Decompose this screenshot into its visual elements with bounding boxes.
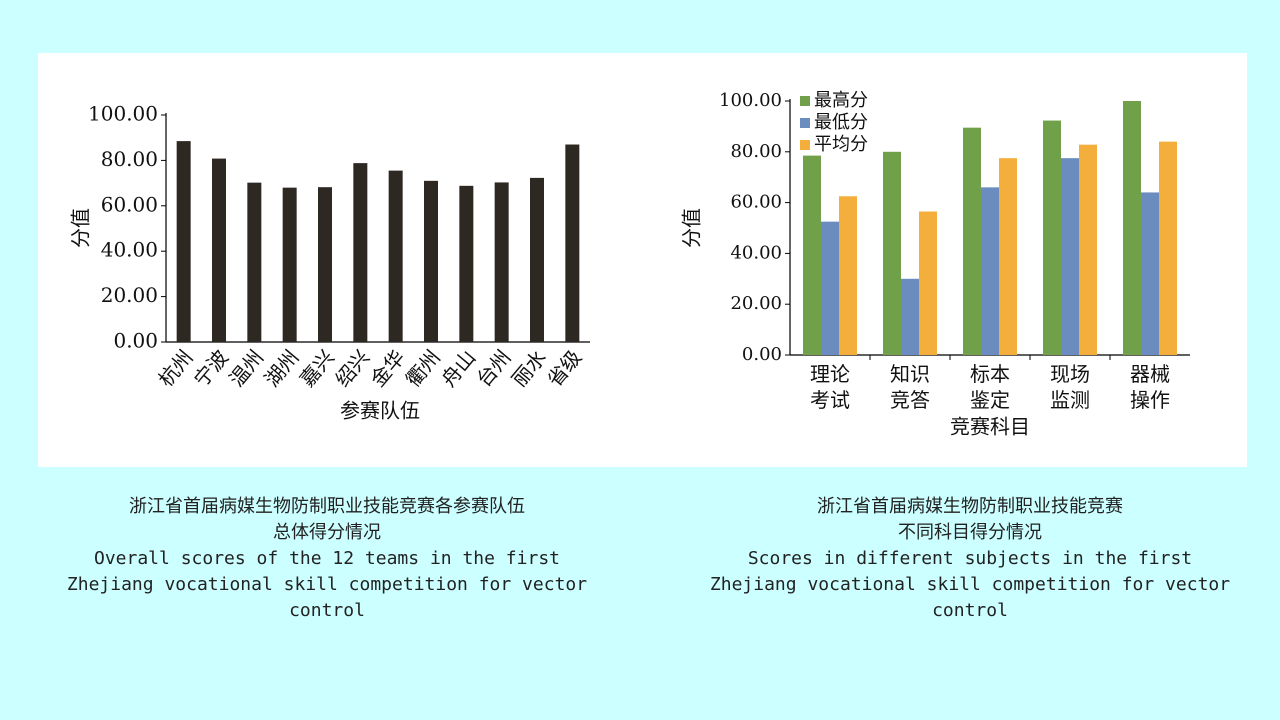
caption-line: 总体得分情况 (273, 522, 381, 543)
bar (424, 180, 438, 342)
caption-line: Scores in different subjects in the firs… (747, 548, 1193, 569)
caption-line: 浙江省首届病媒生物防制职业技能竞赛 (817, 496, 1123, 517)
y-tick-label: 100.00 (719, 90, 782, 111)
x-tick-label: 嘉兴 (295, 345, 339, 391)
x-axis-title: 竞赛科目 (950, 415, 1030, 439)
bar (963, 127, 981, 355)
y-tick-label: 80.00 (101, 147, 158, 171)
legend-label: 平均分 (814, 134, 868, 155)
bar (1043, 120, 1061, 355)
x-tick-label: 现场监测 (1050, 362, 1090, 412)
x-tick-label: 器械操作 (1130, 362, 1170, 412)
bar (388, 170, 403, 342)
legend-label: 最高分 (814, 90, 868, 111)
bar (1061, 158, 1079, 355)
legend-label: 最低分 (814, 112, 868, 133)
caption-line: control (289, 600, 365, 621)
caption: 浙江省首届病媒生物防制职业技能竞赛各参赛队伍 总体得分情况 Overall scor… (27, 494, 627, 624)
x-tick-label: 温州 (224, 345, 268, 391)
bar (565, 144, 580, 342)
bar (318, 187, 332, 342)
bar (494, 182, 509, 342)
x-tick-label: 标本鉴定 (970, 362, 1010, 412)
x-tick-label: 理论考试 (810, 362, 850, 412)
bar (901, 278, 919, 355)
bar (981, 187, 999, 355)
caption-line: Zhejiang vocational skill competition fo… (709, 574, 1231, 595)
caption-line: control (932, 600, 1008, 621)
x-tick-label: 台州 (472, 345, 516, 391)
bar (839, 196, 857, 355)
x-tick-label: 知识竞答 (890, 362, 930, 412)
y-tick-label: 0.00 (113, 329, 158, 353)
y-tick-label: 100.00 (88, 102, 158, 126)
bar (247, 182, 262, 342)
x-tick-label: 湖州 (260, 345, 304, 391)
bar (1159, 141, 1177, 355)
y-tick-label: 60.00 (101, 192, 158, 216)
x-tick-label: 杭州 (154, 345, 198, 391)
y-tick-label: 40.00 (101, 238, 158, 262)
y-tick-label: 80.00 (730, 141, 782, 162)
caption-line: 浙江省首届病媒生物防制职业技能竞赛各参赛队伍 (129, 496, 525, 517)
bar (1123, 101, 1141, 355)
bar (212, 158, 226, 342)
bar (883, 151, 901, 355)
y-tick-label: 20.00 (730, 293, 782, 314)
x-tick-label: 舟山 (436, 345, 480, 391)
caption-line: Zhejiang vocational skill competition fo… (66, 574, 588, 595)
bar (530, 177, 544, 342)
x-tick-label: 省级 (542, 345, 586, 391)
legend-swatch (800, 140, 810, 150)
legend-swatch (800, 118, 810, 128)
bar (821, 221, 839, 355)
bar (1079, 144, 1097, 355)
bar (176, 141, 191, 342)
y-axis-title: 分值 (680, 208, 704, 248)
x-tick-label: 绍兴 (330, 345, 374, 391)
bar (459, 185, 474, 342)
bar (282, 187, 297, 342)
caption-line: 不同科目得分情况 (898, 522, 1042, 543)
x-tick-label: 金华 (366, 345, 410, 391)
x-tick-label: 衢州 (401, 345, 445, 391)
legend-swatch (800, 96, 810, 106)
x-tick-label: 丽水 (507, 345, 551, 391)
caption: 浙江省首届病媒生物防制职业技能竞赛 不同科目得分情况 Scores in diffe… (670, 494, 1270, 624)
y-tick-label: 40.00 (730, 242, 782, 263)
x-tick-label: 宁波 (189, 345, 233, 391)
bar (803, 155, 821, 355)
bar (999, 158, 1017, 355)
y-tick-label: 60.00 (730, 192, 782, 213)
y-tick-label: 20.00 (101, 283, 158, 307)
bar (353, 163, 368, 342)
bar (919, 211, 937, 355)
y-axis-title: 分值 (69, 208, 93, 248)
x-axis-title: 参赛队伍 (340, 399, 420, 423)
bar (1141, 192, 1159, 355)
caption-line: Overall scores of the 12 teams in the fi… (94, 548, 560, 569)
y-tick-label: 0.00 (742, 344, 782, 365)
